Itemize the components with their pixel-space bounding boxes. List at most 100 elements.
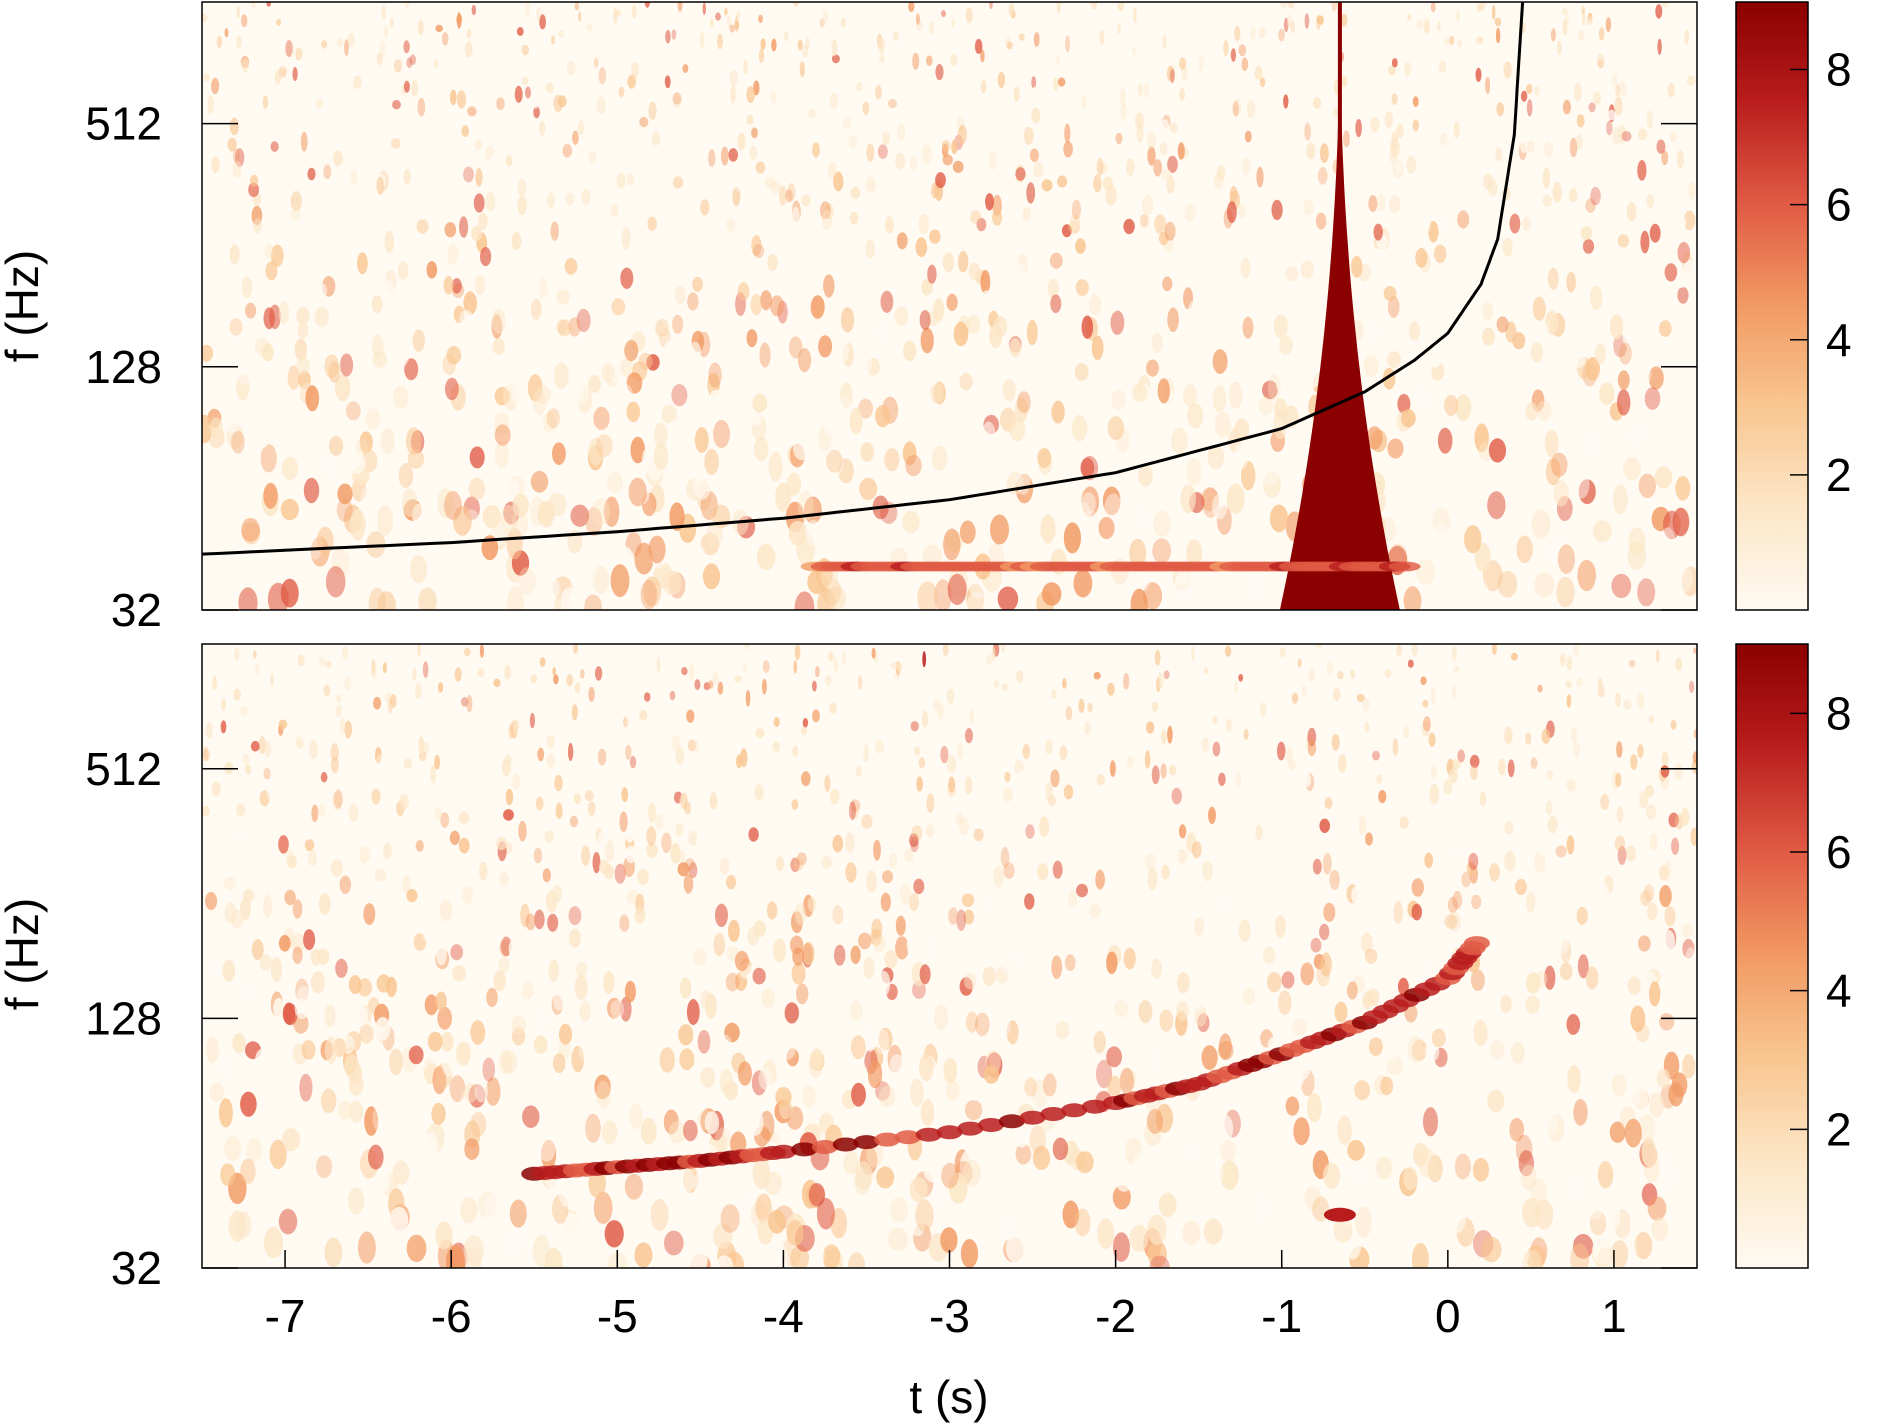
noise-speckle bbox=[482, 504, 502, 529]
noise-speckle bbox=[794, 644, 801, 660]
noise-speckle bbox=[1415, 387, 1428, 412]
noise-speckle bbox=[468, 477, 486, 501]
noise-speckle bbox=[822, 578, 842, 606]
noise-speckle bbox=[522, 1105, 540, 1128]
noise-speckle bbox=[348, 1073, 364, 1096]
noise-speckle bbox=[875, 1028, 889, 1055]
noise-speckle bbox=[1167, 155, 1178, 173]
noise-speckle bbox=[1660, 1206, 1680, 1240]
noise-speckle bbox=[409, 54, 416, 66]
noise-speckle bbox=[1648, 715, 1655, 724]
noise-speckle bbox=[276, 18, 281, 26]
noise-speckle bbox=[1081, 486, 1100, 517]
noise-speckle bbox=[573, 3, 581, 11]
noise-speckle bbox=[919, 1053, 934, 1082]
noise-speckle bbox=[555, 802, 563, 819]
noise-speckle bbox=[507, 586, 525, 610]
noise-speckle bbox=[1303, 199, 1315, 216]
noise-speckle bbox=[203, 73, 211, 82]
noise-speckle bbox=[332, 791, 343, 811]
noise-speckle bbox=[1690, 827, 1697, 846]
noise-speckle bbox=[1061, 224, 1072, 238]
noise-speckle bbox=[912, 981, 926, 999]
noise-speckle bbox=[1661, 751, 1669, 768]
noise-speckle bbox=[410, 555, 427, 584]
noise-speckle bbox=[1015, 167, 1026, 181]
noise-speckle bbox=[484, 1193, 504, 1224]
noise-speckle bbox=[514, 85, 523, 103]
noise-speckle bbox=[1541, 728, 1551, 744]
noise-speckle bbox=[851, 1082, 866, 1107]
noise-speckle bbox=[380, 428, 395, 455]
noise-speckle bbox=[1451, 645, 1457, 662]
noise-speckle bbox=[1453, 665, 1460, 674]
noise-speckle bbox=[708, 389, 725, 411]
noise-speckle bbox=[631, 61, 639, 79]
noise-speckle bbox=[1158, 1192, 1177, 1218]
noise-speckle bbox=[766, 901, 778, 920]
noise-speckle bbox=[1316, 15, 1324, 25]
noise-speckle bbox=[656, 324, 669, 348]
noise-speckle bbox=[1151, 701, 1159, 712]
noise-speckle bbox=[350, 914, 363, 931]
noise-speckle bbox=[826, 449, 843, 473]
noise-speckle bbox=[775, 856, 784, 871]
noise-speckle bbox=[937, 702, 944, 720]
noise-speckle bbox=[1153, 510, 1171, 537]
noise-speckle bbox=[1159, 142, 1168, 156]
noise-speckle bbox=[1606, 249, 1618, 267]
noise-speckle bbox=[202, 805, 210, 817]
noise-speckle bbox=[940, 1227, 958, 1253]
noise-speckle bbox=[252, 650, 257, 659]
noise-speckle bbox=[294, 338, 307, 361]
noise-speckle bbox=[529, 712, 536, 729]
noise-speckle bbox=[1179, 57, 1187, 70]
noise-speckle bbox=[1633, 1085, 1649, 1113]
noise-speckle bbox=[592, 852, 601, 874]
noise-speckle bbox=[1659, 885, 1672, 908]
noise-speckle bbox=[895, 152, 906, 170]
noise-speckle bbox=[458, 837, 470, 854]
noise-speckle bbox=[261, 39, 268, 52]
noise-speckle bbox=[792, 947, 805, 966]
noise-speckle bbox=[1676, 150, 1684, 169]
noise-speckle bbox=[376, 176, 384, 195]
noise-speckle bbox=[1040, 1244, 1061, 1268]
noise-speckle bbox=[604, 1220, 624, 1248]
noise-speckle bbox=[544, 830, 554, 844]
chirp-track-spot bbox=[1463, 936, 1490, 951]
noise-speckle bbox=[415, 683, 422, 699]
noise-speckle bbox=[856, 82, 863, 92]
noise-speckle bbox=[746, 86, 755, 103]
noise-speckle bbox=[752, 1157, 771, 1189]
noise-speckle bbox=[896, 662, 903, 672]
noise-speckle bbox=[621, 94, 630, 106]
noise-speckle bbox=[1444, 914, 1458, 929]
noise-speckle bbox=[629, 755, 637, 769]
noise-speckle bbox=[1347, 1139, 1365, 1161]
noise-speckle bbox=[316, 1159, 334, 1191]
noise-speckle bbox=[1526, 140, 1535, 154]
noise-speckle bbox=[1413, 1142, 1429, 1167]
noise-speckle bbox=[1213, 171, 1224, 190]
noise-speckle bbox=[404, 358, 419, 381]
noise-speckle bbox=[311, 804, 319, 823]
noise-speckle bbox=[459, 216, 469, 238]
noise-speckle bbox=[1164, 221, 1176, 241]
noise-speckle bbox=[726, 15, 732, 29]
noise-speckle bbox=[304, 839, 315, 852]
noise-speckle bbox=[231, 318, 246, 341]
noise-speckle bbox=[821, 855, 832, 870]
noise-speckle bbox=[224, 901, 237, 924]
noise-speckle bbox=[1571, 727, 1578, 743]
noise-speckle bbox=[1147, 1214, 1167, 1245]
noise-speckle bbox=[1279, 335, 1293, 355]
noise-speckle bbox=[435, 943, 447, 966]
noise-speckle bbox=[714, 1127, 731, 1152]
noise-speckle bbox=[1045, 738, 1053, 755]
noise-speckle bbox=[1466, 1185, 1485, 1211]
noise-speckle bbox=[1407, 13, 1412, 22]
noise-speckle bbox=[1624, 1118, 1642, 1148]
